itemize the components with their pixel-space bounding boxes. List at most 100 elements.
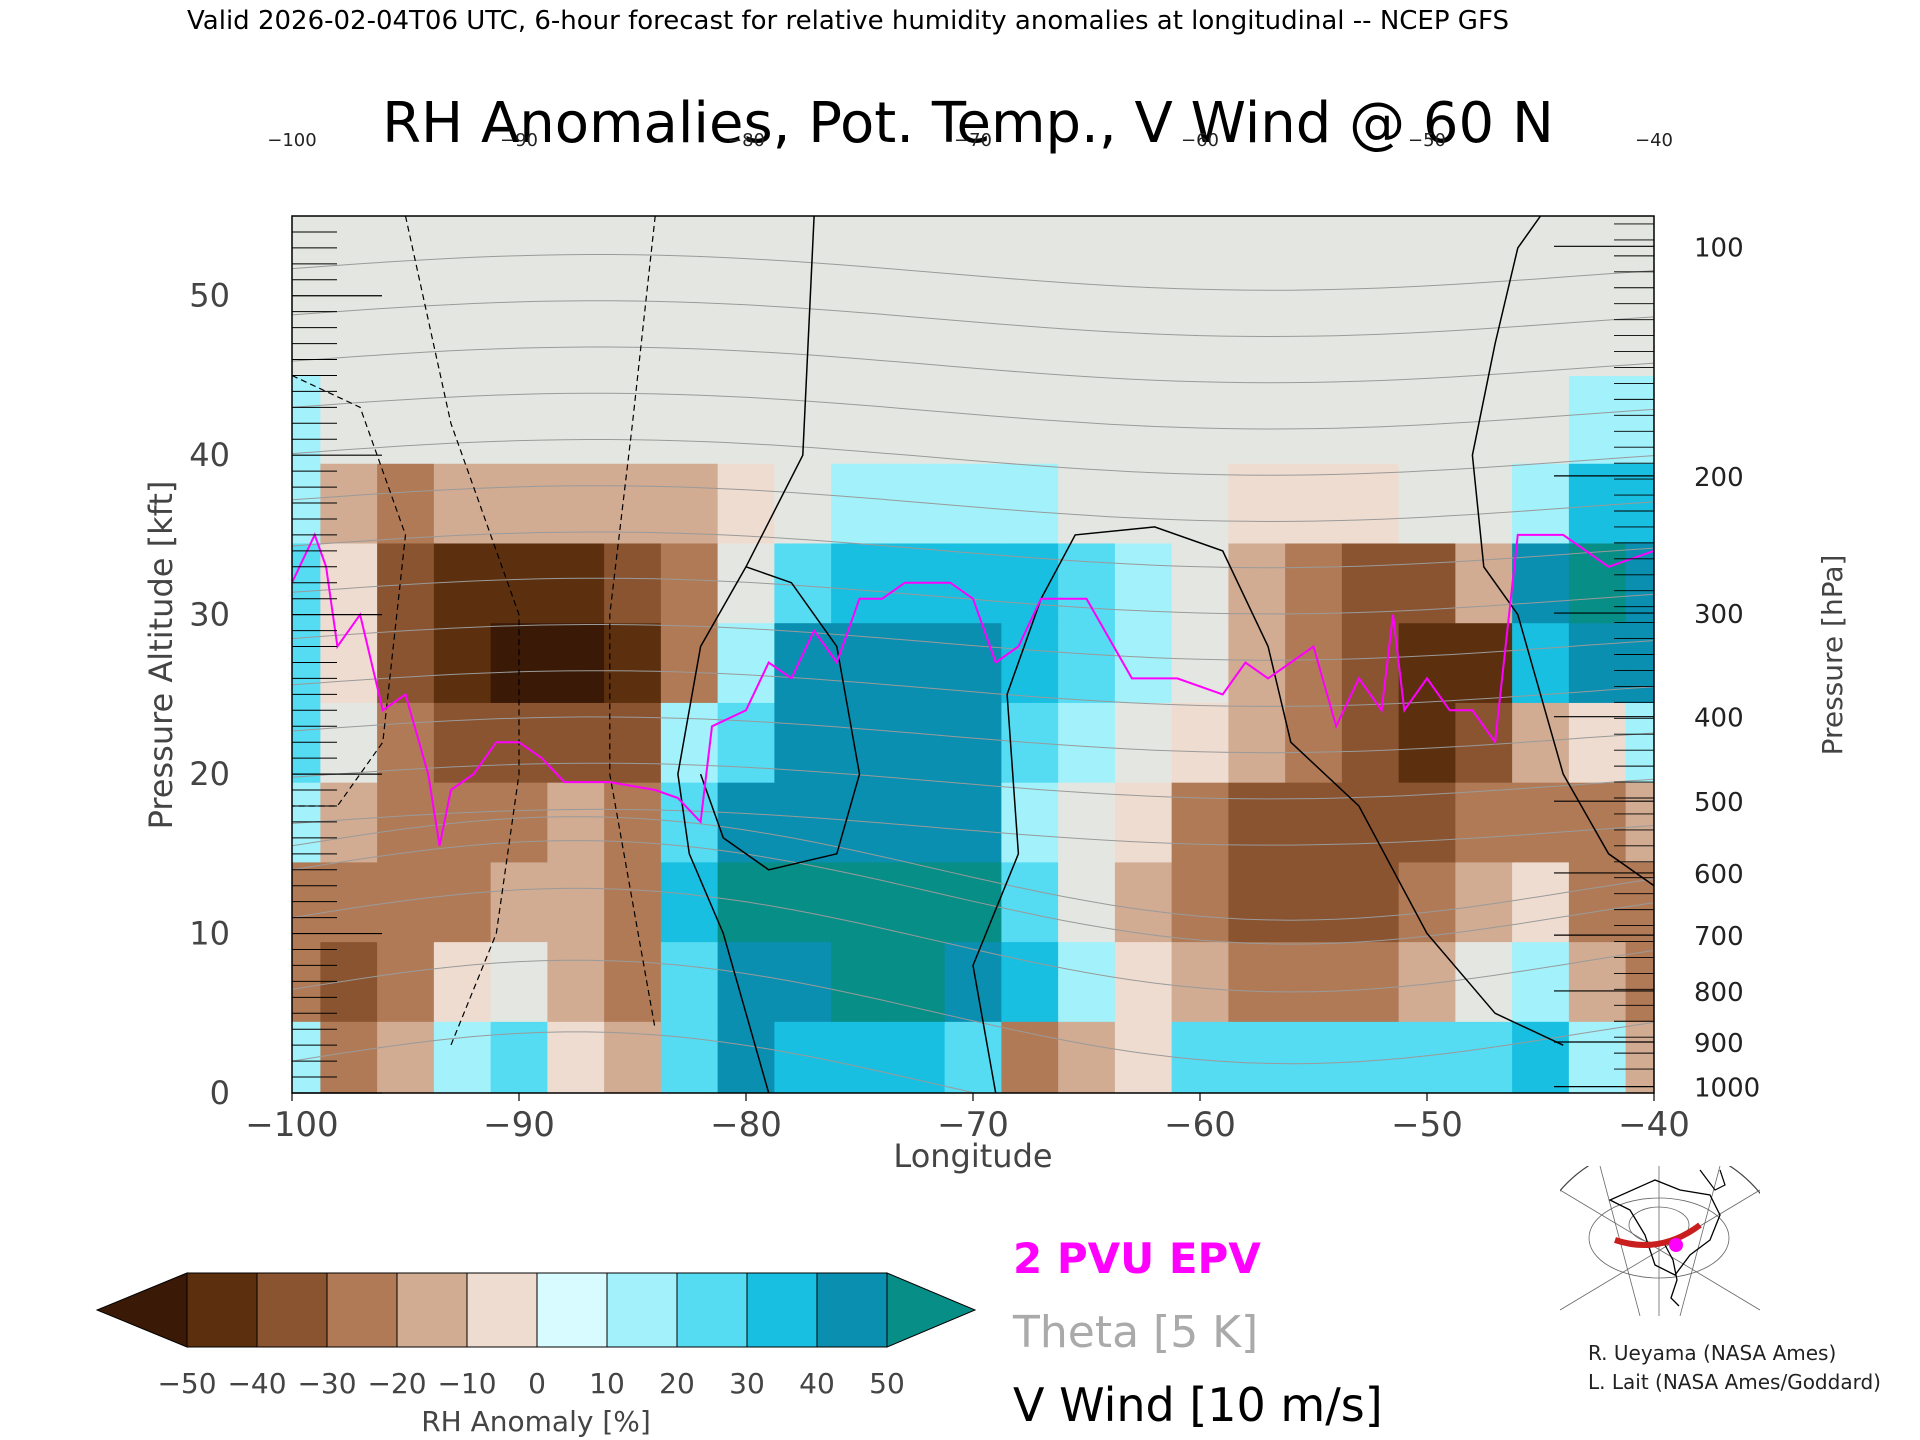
heatmap-cell [887, 782, 946, 863]
heatmap-cell [547, 702, 605, 783]
y-tick-label: 20 [189, 755, 230, 793]
heatmap-cell [1228, 782, 1286, 863]
heatmap-cell [1455, 702, 1513, 783]
heatmap-cell [1625, 622, 1654, 703]
heatmap-cell [1285, 542, 1343, 624]
epv-2pvu-contour [292, 532, 1654, 846]
colorbar-tick-label: −50 [157, 1367, 216, 1400]
heatmap-cell [1625, 279, 1654, 377]
epv-2pvu-line [292, 532, 1654, 846]
heatmap-cell [320, 1021, 378, 1093]
x-tick-label: −50 [1391, 1105, 1463, 1145]
heatmap-cell [1568, 279, 1627, 377]
heatmap-cell [1228, 1021, 1286, 1093]
heatmap-cell [547, 216, 605, 281]
y-axis-label-right: Pressure [hPa] [1816, 555, 1849, 756]
heatmap-cell [1568, 1021, 1627, 1093]
heatmap-cell [604, 279, 662, 377]
heatmap-cell [1625, 375, 1654, 464]
heatmap-cell [433, 216, 492, 281]
heatmap-cell [1568, 782, 1627, 863]
heatmap-cell [433, 279, 492, 377]
heatmap-cell [831, 375, 889, 464]
heatmap-cell [717, 702, 775, 783]
x-axis-label: Longitude [893, 1137, 1052, 1175]
heatmap-cell [1114, 702, 1173, 783]
heatmap-cell [1171, 216, 1229, 281]
x-tick-label-top: −40 [1635, 130, 1673, 151]
heatmap-cell [1341, 702, 1400, 783]
colorbar-tick-label: 50 [869, 1367, 905, 1400]
heatmap-cell [717, 375, 775, 464]
heatmap-cell [490, 542, 548, 624]
heatmap-cell [944, 279, 1002, 377]
heatmap-cell [831, 702, 889, 783]
heatmap-cell [717, 279, 775, 377]
theta-contour [292, 959, 1654, 1065]
heatmap-cell [1341, 861, 1400, 943]
heatmap-cell [774, 861, 832, 943]
heatmap-cell [887, 702, 946, 783]
colorbar-segment [326, 1272, 398, 1348]
heatmap-cell [944, 861, 1002, 943]
y-tick-label: 0 [210, 1074, 230, 1112]
heatmap-cell [604, 941, 662, 1022]
heatmap-cell [490, 279, 548, 377]
colorbar-segment [606, 1272, 678, 1348]
heatmap-cell [1398, 375, 1456, 464]
heatmap-cell [377, 782, 435, 863]
heatmap-cell [1568, 702, 1627, 783]
heatmap-cell [1398, 216, 1456, 281]
heatmap-cell [831, 542, 889, 624]
chart-title: RH Anomalies, Pot. Temp., V Wind @ 60 N [382, 91, 1554, 156]
heatmap-cell [774, 542, 832, 624]
heatmap-cell [490, 782, 548, 863]
heatmap-cell [717, 941, 775, 1022]
theta-contour [292, 485, 1654, 523]
heatmap-cell [433, 861, 492, 943]
heatmap-cell [944, 941, 1002, 1022]
heatmap-cell [1398, 1021, 1456, 1093]
heatmap-cell [887, 463, 946, 544]
heatmap-cell [1285, 279, 1343, 377]
heatmap-cell [1114, 375, 1173, 464]
heatmap-cell [1512, 622, 1570, 703]
theta-contour [292, 887, 1654, 993]
theta-contour [292, 840, 1654, 945]
theta-contour [292, 816, 1654, 921]
heatmap-cell [377, 622, 435, 703]
heatmap-cell [1001, 375, 1059, 464]
v-wind-contours [292, 216, 1654, 1093]
heatmap-cell [1455, 279, 1513, 377]
heatmap-cell [433, 941, 492, 1022]
x-tick-label-top: −70 [954, 130, 992, 151]
theta-contour [292, 624, 1654, 661]
heatmap-cell [1625, 702, 1654, 783]
colorbar-tick-label: 10 [589, 1367, 625, 1400]
heatmap-cell [887, 375, 946, 464]
heatmap-cell [1114, 279, 1173, 377]
heatmap-cell [547, 463, 605, 544]
theta-contour [292, 254, 1654, 291]
heatmap-cell [1568, 463, 1627, 544]
heatmap-cell [660, 1021, 719, 1093]
heatmap-cell [1114, 216, 1173, 281]
legend: 2 PVU EPV Theta [5 K] V Wind [10 m/s] [1012, 1234, 1383, 1432]
heatmap-cell [1341, 216, 1400, 281]
colorbar-tick-label: 0 [528, 1367, 546, 1400]
heatmap-cell [1512, 463, 1570, 544]
colorbar-segment [256, 1272, 328, 1348]
heatmap-cell [292, 375, 321, 464]
heatmap-cell [1512, 861, 1570, 943]
heatmap-cell [547, 542, 605, 624]
theta-contour [292, 531, 1654, 569]
heatmap-cell [774, 782, 832, 863]
theta-contour [292, 346, 1654, 384]
heatmap-cell [1625, 1021, 1654, 1093]
heatmap-cell [1171, 941, 1229, 1022]
pressure-tick-label: 200 [1694, 463, 1744, 493]
heatmap-cell [604, 702, 662, 783]
v-wind-contour [1471, 216, 1654, 887]
heatmap-cell [944, 622, 1002, 703]
